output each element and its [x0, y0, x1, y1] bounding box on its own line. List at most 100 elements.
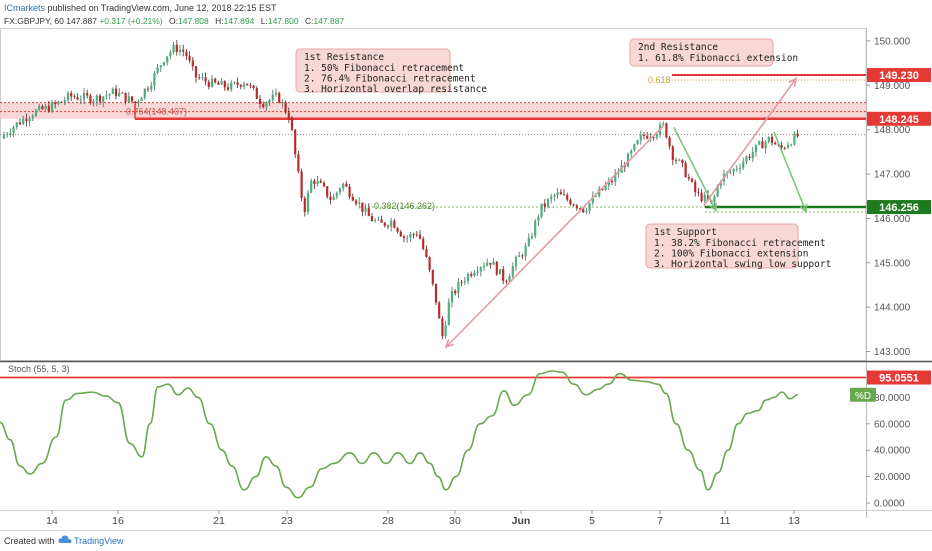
- candle-body: [434, 283, 438, 303]
- candle-body: [575, 205, 578, 209]
- stoch-y-tick-label: 40.0000: [874, 446, 911, 457]
- candle-body: [252, 85, 255, 89]
- note-resistance-1-line: 1. 50% Fibonacci retracement: [304, 63, 464, 74]
- candle-body: [550, 196, 553, 200]
- candle-body: [73, 96, 76, 98]
- note-resistance-2-line: 1. 61.8% Fibonacci extension: [638, 53, 798, 64]
- candle-body: [172, 44, 175, 53]
- candle-body: [265, 102, 268, 108]
- candle-body: [191, 60, 194, 67]
- candle-body: [57, 101, 60, 105]
- candle-body: [342, 183, 345, 189]
- candle-body: [207, 81, 210, 87]
- candle-body: [681, 159, 684, 163]
- candle-body: [290, 119, 294, 130]
- y-tick-label: 145.000: [874, 258, 911, 269]
- candle-body: [796, 133, 799, 137]
- last-price: 147.887: [66, 16, 97, 26]
- x-tick-label: 11: [720, 515, 731, 527]
- note-resistance-1-line: 2. 76.4% Fibonacci retracement: [304, 74, 476, 85]
- candle-body: [140, 97, 143, 102]
- candle-body: [729, 171, 732, 173]
- candle-body: [495, 261, 498, 275]
- candle-body: [441, 318, 444, 337]
- candle-body: [169, 52, 172, 57]
- candle-body: [482, 265, 486, 268]
- candle-body: [470, 273, 473, 276]
- candle-body: [697, 192, 700, 194]
- candle-body: [438, 302, 441, 319]
- arrow-pullback-down-head: [709, 202, 717, 213]
- stoch-y-tick-label: 60.0000: [874, 419, 911, 430]
- candle-body: [562, 194, 566, 196]
- candle-body: [268, 99, 271, 103]
- x-tick-label: 14: [46, 515, 58, 527]
- candle-body: [758, 141, 761, 145]
- candle-body: [486, 262, 489, 266]
- candle-body: [690, 178, 694, 182]
- close-value: 147.887: [313, 16, 345, 26]
- candle-body: [82, 93, 86, 100]
- candle-body: [274, 92, 278, 95]
- candle-body: [614, 173, 617, 183]
- candle-body: [524, 245, 527, 257]
- x-tick-label: 13: [788, 515, 800, 527]
- badge-resistance-2: 149.230: [879, 70, 919, 82]
- candle-body: [610, 180, 614, 183]
- candle-body: [332, 196, 335, 201]
- candle-body: [585, 210, 588, 213]
- candle-body: [12, 127, 15, 134]
- publish-line: ICmarkets published on TradingView.com, …: [4, 3, 277, 13]
- candle-body: [409, 233, 412, 238]
- candle-body: [633, 144, 636, 151]
- candle-body: [476, 271, 479, 273]
- candle-body: [89, 95, 92, 103]
- stoch-y-tick-label: 20.0000: [874, 472, 911, 483]
- candle-body: [457, 281, 460, 294]
- candle-body: [354, 200, 358, 204]
- candle-body: [351, 196, 354, 201]
- created-with-text: Created with: [4, 536, 55, 546]
- candle-body: [412, 233, 415, 235]
- candle-body: [329, 196, 332, 201]
- x-tick-label: 28: [382, 515, 394, 527]
- candle-body: [242, 83, 246, 87]
- arrow-projection-down: [773, 131, 807, 213]
- badge-support-1: 146.256: [879, 202, 919, 214]
- candle-body: [383, 222, 386, 226]
- chart-canvas[interactable]: 150.000 149.000 148.000 147.000 146.000 145.0…: [0, 0, 932, 530]
- y-tick-label: 144.000: [874, 303, 911, 314]
- stoch-d-label: %D: [855, 391, 871, 402]
- candle-body: [127, 96, 130, 102]
- candle-body: [271, 94, 274, 100]
- symbol-label[interactable]: FX:GBPJPY, 60: [4, 16, 64, 26]
- candle-body: [492, 261, 495, 265]
- published-text: published on TradingView.com, June 12, 2…: [47, 3, 277, 13]
- publisher-name[interactable]: ICmarkets: [4, 3, 46, 13]
- candle-body: [450, 290, 454, 303]
- candle-body: [684, 162, 687, 178]
- tradingview-brand[interactable]: TradingView: [74, 536, 124, 546]
- candle-body: [111, 88, 114, 95]
- candle-body: [604, 185, 607, 190]
- candle-body: [178, 49, 182, 53]
- candle-body: [284, 102, 287, 113]
- candle-body: [530, 236, 534, 239]
- candle-body: [239, 84, 242, 87]
- price-change: +0.317 (+0.21%): [99, 16, 163, 26]
- candle-body: [9, 133, 12, 135]
- candle-body: [674, 159, 678, 161]
- note-resistance-2-box: [629, 38, 774, 67]
- candle-body: [38, 106, 41, 111]
- candle-body: [463, 281, 466, 282]
- candle-body: [226, 87, 230, 90]
- note-support-1-line: 2. 100% Fibonacci extension: [654, 249, 808, 260]
- candle-body: [121, 92, 124, 94]
- candle-body: [713, 196, 716, 202]
- stoch-d-badge: [850, 387, 876, 402]
- candle-body: [534, 220, 537, 237]
- candle-body: [204, 77, 207, 82]
- candle-body: [473, 272, 476, 276]
- candle-body: [783, 147, 786, 149]
- candle-body: [543, 203, 546, 207]
